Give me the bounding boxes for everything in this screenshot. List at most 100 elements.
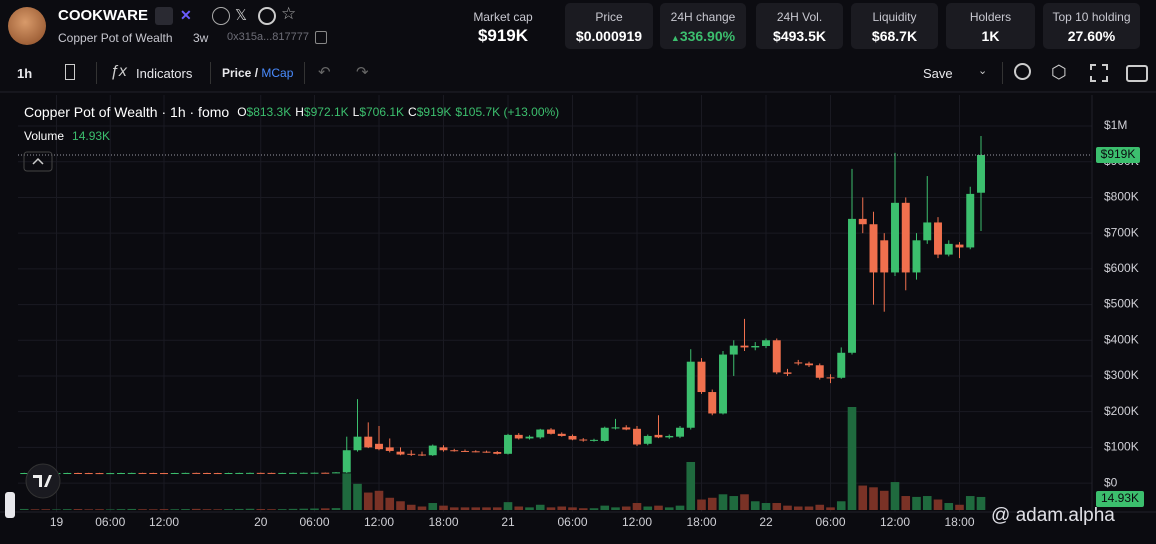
x-tick-label: 20 [254, 515, 268, 529]
candle-body [95, 473, 104, 475]
candle-body [676, 427, 684, 437]
redo-icon[interactable]: ↷ [356, 64, 369, 81]
candle-body [643, 435, 652, 444]
volume-legend-value: 14.93K [72, 129, 110, 143]
x-tick-label: 22 [759, 515, 773, 529]
market-cap: Market cap $919K [462, 3, 544, 46]
y-tick-label: $0 [1104, 475, 1118, 489]
price-toggle[interactable]: Price / MCap [222, 66, 293, 80]
volume-bar [406, 504, 416, 510]
volume-legend: Volume 14.93K [24, 129, 110, 143]
last-volume-label: 14.93K [1101, 491, 1139, 505]
candle-body [794, 362, 803, 364]
volume-bar [557, 506, 567, 510]
candle-body [278, 472, 287, 474]
edit-icon[interactable] [155, 7, 173, 25]
candle-body [385, 447, 394, 451]
stat-value: $0.000919 [575, 28, 643, 44]
save-menu[interactable]: ⌄ [978, 65, 988, 77]
candle-body [127, 472, 136, 474]
volume-bar [213, 509, 223, 510]
y-tick-label: $800K [1104, 190, 1139, 204]
last-volume-tag [1096, 491, 1144, 507]
save-button[interactable]: Save [923, 66, 953, 81]
volume-bar [310, 508, 319, 510]
volume-bar [600, 505, 610, 510]
stat-label: Holders [969, 10, 1012, 24]
candle-body [493, 452, 502, 454]
candle-type-icon[interactable] [65, 64, 75, 80]
candle-body [665, 435, 674, 438]
candle-body [63, 472, 72, 474]
volume-bar [578, 508, 588, 510]
volume-bar [589, 508, 599, 510]
volume-bar [740, 494, 749, 510]
screenshot-icon[interactable] [1126, 65, 1148, 82]
x-icon[interactable]: 𝕏 [235, 7, 248, 24]
volume-bar [41, 509, 51, 510]
star-icon[interactable]: ☆ [281, 4, 297, 23]
volume-bar [181, 509, 190, 510]
volume-bar [138, 509, 147, 510]
volume-bar [901, 496, 911, 510]
zoom-icon[interactable] [1014, 63, 1031, 80]
candle-body [149, 472, 158, 474]
volume-bar [353, 483, 362, 510]
y-tick-label: $600K [1104, 261, 1139, 275]
indicators-button[interactable]: Indicators [136, 66, 193, 81]
candle-body [450, 450, 459, 452]
undo-icon[interactable]: ↶ [318, 64, 331, 81]
volume-bar [621, 506, 631, 510]
tv-logo [25, 463, 61, 499]
token-address: 0x315a...817777 [227, 31, 309, 43]
candle-body [762, 340, 770, 346]
volume-bar [73, 509, 83, 510]
website-icon[interactable] [212, 7, 230, 25]
y-tick-label: $1M [1104, 118, 1127, 132]
link-icon[interactable]: ✕ [180, 7, 192, 23]
volume-bar [320, 508, 330, 510]
volume-bar [858, 485, 868, 510]
candle-body [224, 473, 233, 475]
watermark: @ adam.alpha [991, 505, 1115, 526]
legend-value: $919K [417, 105, 452, 119]
y-tick-label: $400K [1104, 332, 1139, 346]
y-tick-label: $500K [1104, 297, 1139, 311]
volume-bar [836, 501, 846, 510]
legend-change: $105.7K (+13.00%) [455, 105, 559, 119]
stat-box: Liquidity $68.7K [851, 3, 938, 49]
candle-body [246, 472, 254, 474]
settings-icon[interactable]: ⬡ [1051, 62, 1067, 82]
volume-bar [922, 496, 932, 510]
candle-body [740, 345, 749, 348]
candle-body [353, 436, 362, 451]
y-tick-label: $100K [1104, 440, 1139, 454]
volume-bar [654, 505, 663, 510]
search-icon[interactable] [258, 7, 276, 25]
stat-label: 24H Vol. [776, 10, 823, 24]
mcap-option[interactable]: MCap [261, 66, 294, 80]
copy-icon[interactable] [315, 31, 327, 44]
candle-body [504, 434, 512, 454]
candle-body [944, 243, 953, 255]
volume-bar [686, 461, 696, 510]
candle-body [708, 392, 717, 414]
fullscreen-icon[interactable] [1090, 64, 1108, 82]
volume-bar [535, 504, 545, 510]
volume-bar [363, 492, 373, 510]
candle-body [751, 345, 760, 348]
candle-body [805, 363, 813, 366]
price-option[interactable]: Price [222, 66, 252, 80]
candle-body [181, 472, 190, 474]
volume-bar [374, 490, 384, 510]
collapse-button [23, 151, 53, 172]
stat-value: 27.60% [1067, 28, 1116, 44]
market-cap-value: $919K [477, 26, 529, 45]
legend-key: L [353, 105, 360, 119]
candle-body [471, 451, 480, 453]
candle-body [837, 352, 846, 378]
interval[interactable]: 1h [17, 66, 33, 81]
token-logo [8, 7, 46, 45]
candle-body [977, 154, 985, 193]
